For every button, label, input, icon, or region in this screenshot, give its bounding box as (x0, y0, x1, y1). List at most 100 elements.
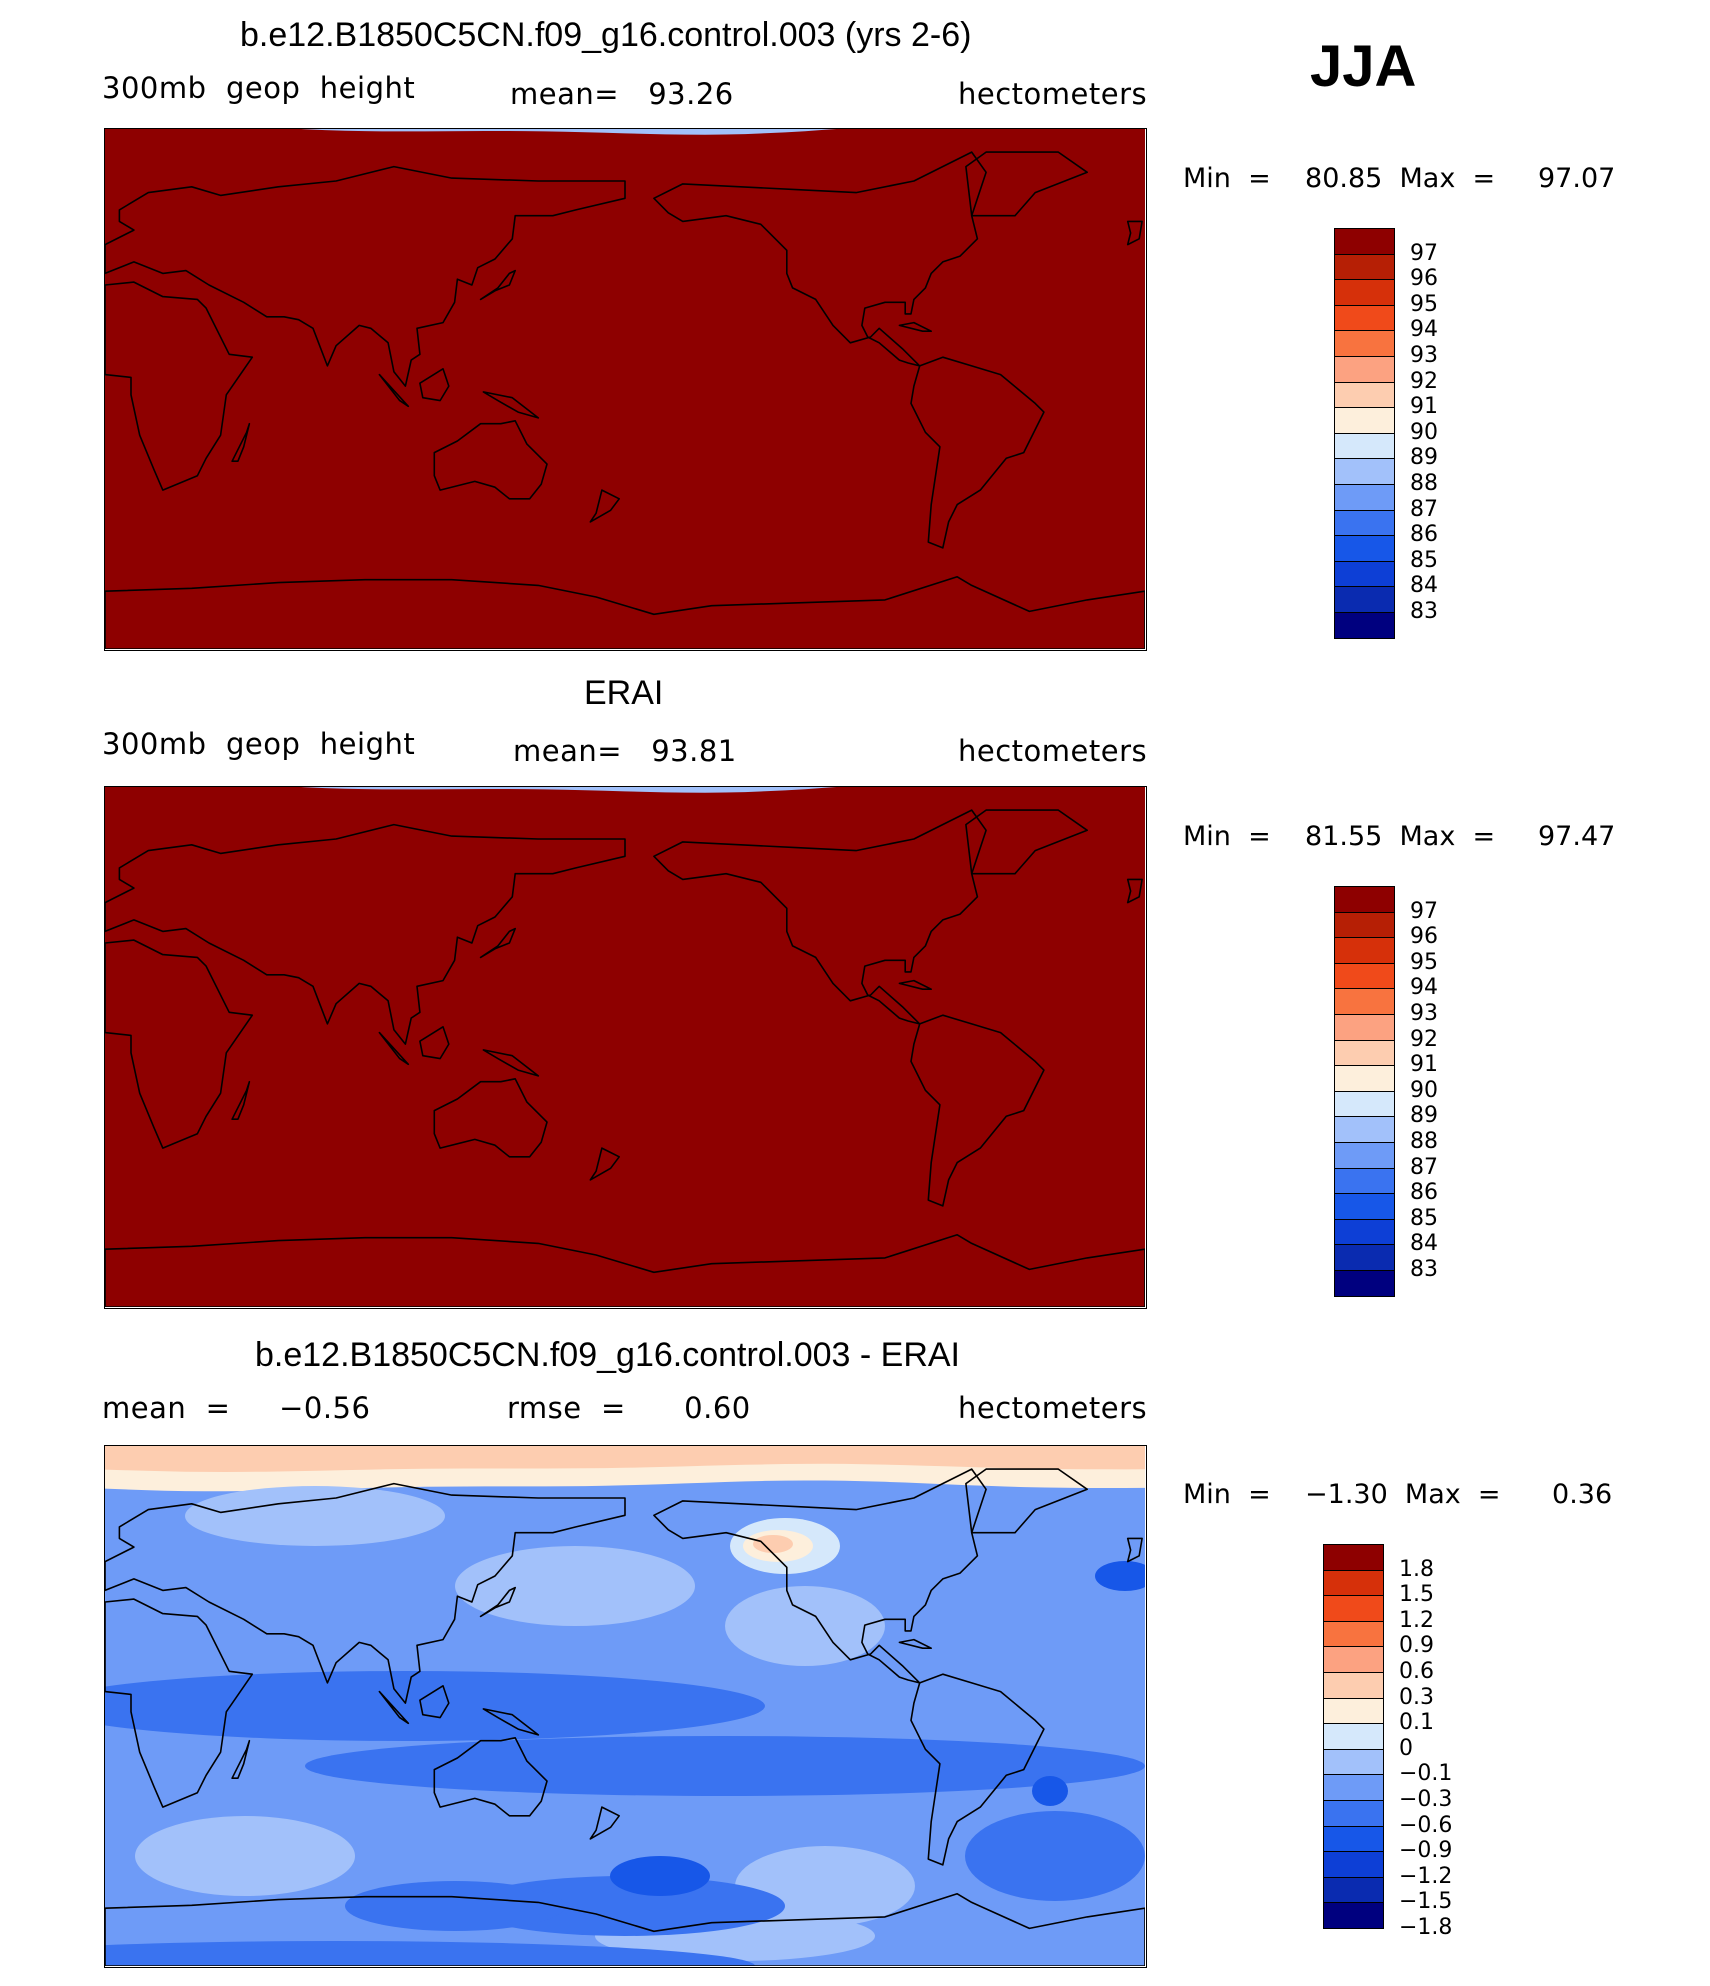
panel-3-coastline (105, 1482, 626, 1704)
colorbar-tick-label: 87 (1410, 1154, 1438, 1180)
panel-3-coastline (433, 1737, 548, 1817)
colorbar-tick-label: 95 (1410, 291, 1438, 317)
colorbar-tick-label: 88 (1410, 471, 1438, 496)
colorbar-tick-label: 1.5 (1399, 1582, 1434, 1608)
panel-3-contour-band (105, 1446, 1145, 1472)
panel-1-coastline (105, 281, 254, 491)
panel-1-coastline (653, 151, 987, 367)
colorbar-swatch (1334, 407, 1395, 435)
colorbar-swatch (1334, 1218, 1395, 1246)
panel-2-map (104, 786, 1147, 1309)
panel-3-negative-anomaly (305, 1736, 1145, 1796)
colorbar-swatch (1323, 1800, 1384, 1828)
colorbar-tick-label: 91 (1410, 1052, 1438, 1078)
panel-2-coastline (479, 927, 516, 959)
panel-3-units-label: hectometers (958, 1391, 1148, 1425)
colorbar-tick-label: 97 (1410, 898, 1438, 924)
panel-2-units-label: hectometers (958, 734, 1148, 768)
colorbar-swatch (1334, 330, 1395, 358)
colorbar-swatch (1334, 988, 1395, 1016)
panel-2-coastline (965, 809, 1088, 875)
colorbar-swatch (1323, 1569, 1384, 1597)
colorbar-swatch (1334, 612, 1395, 640)
colorbar-swatch (1334, 560, 1395, 588)
panel-2-coastline (231, 1080, 251, 1120)
colorbar-swatch (1334, 381, 1395, 409)
colorbar-swatch (1323, 1723, 1384, 1751)
panel-3-strong-negative-anomaly (1095, 1561, 1145, 1591)
colorbar-tick-label: 0.6 (1399, 1659, 1434, 1684)
panel-1-contour-field (105, 129, 1145, 649)
panel-1-coastline (910, 356, 1045, 549)
panel-1-minmax: Min = 80.85 Max = 97.07 (1183, 163, 1616, 194)
colorbar-tick-label: 94 (1410, 975, 1438, 1001)
colorbar-swatch (1323, 1902, 1384, 1930)
colorbar-swatch (1323, 1544, 1384, 1572)
colorbar-tick-label: 89 (1410, 1103, 1438, 1129)
colorbar-swatch (1323, 1672, 1384, 1700)
panel-3-light-anomaly (725, 1586, 885, 1666)
colorbar-swatch (1323, 1697, 1384, 1725)
panel-3-strong-negative-anomaly (610, 1856, 710, 1896)
panel-1-coastline (589, 489, 620, 523)
colorbar-swatch (1334, 1244, 1395, 1272)
colorbar-swatch (1334, 937, 1395, 965)
colorbar-swatch (1334, 1167, 1395, 1195)
panel-1-maximum-region (217, 300, 273, 314)
panel-2-contour-band (105, 787, 1145, 1307)
panel-2-coastline (105, 939, 254, 1149)
colorbar-tick-label: 0.3 (1399, 1684, 1434, 1710)
panel-1-coastline (105, 165, 626, 387)
panel-2-coastline (105, 1234, 1145, 1307)
colorbar-swatch (1334, 1193, 1395, 1221)
colorbar-tick-label: 85 (1410, 1205, 1438, 1231)
colorbar-swatch (1334, 509, 1395, 537)
panel-1-coastline (231, 422, 251, 462)
panel-2-coastline (898, 979, 932, 990)
colorbar-swatch (1323, 1620, 1384, 1648)
colorbar-tick-label: 92 (1410, 368, 1438, 394)
colorbar-swatch (1334, 1014, 1395, 1042)
colorbar-tick-label: 96 (1410, 924, 1438, 950)
panel-3-strong-negative-anomaly (1032, 1776, 1068, 1806)
colorbar-tick-label: 89 (1410, 445, 1438, 471)
colorbar-tick-label: 94 (1410, 317, 1438, 343)
colorbar-swatch (1334, 253, 1395, 281)
panel-1-coastline (105, 576, 1145, 649)
colorbar-swatch (1334, 356, 1395, 384)
panel-3-negative-anomaly (105, 1671, 765, 1741)
panel-2-contour-field (105, 787, 1145, 1307)
colorbar-swatch (1323, 1595, 1384, 1623)
colorbar-swatch (1323, 1748, 1384, 1776)
colorbar-swatch (1334, 1116, 1395, 1144)
colorbar-swatch (1323, 1646, 1384, 1674)
season-label: JJA (1310, 34, 1417, 99)
panel-3-rmse-label: rmse = 0.60 (507, 1391, 751, 1425)
panel-1-mean-label: mean= 93.26 (510, 77, 734, 111)
colorbar-tick-label: 97 (1410, 240, 1438, 266)
colorbar-tick-label: 86 (1410, 1180, 1438, 1206)
panel-2-maximum-region (820, 959, 940, 999)
panel-3-negative-anomaly (465, 1876, 785, 1936)
panel-1-title: b.e12.B1850C5CN.f09_g16.control.003 (yrs… (240, 16, 972, 54)
panel-2-coastline (589, 1147, 620, 1181)
panel-3-coastline (910, 1673, 1045, 1866)
colorbar-swatch (1334, 911, 1395, 939)
colorbar-tick-label: 85 (1410, 547, 1438, 573)
panel-3-coastline (479, 1586, 516, 1618)
panel-3-coastline (419, 1685, 450, 1719)
colorbar-tick-label: −1.2 (1399, 1863, 1453, 1889)
colorbar-swatch (1334, 535, 1395, 563)
panel-3-positive-anomaly (753, 1535, 793, 1553)
colorbar-swatch (1334, 432, 1395, 460)
panel-2-maximum-region (125, 958, 545, 1006)
colorbar-tick-label: 91 (1410, 394, 1438, 420)
panel-3-negative-anomaly (965, 1811, 1145, 1901)
colorbar-tick-label: 0.9 (1399, 1633, 1434, 1659)
panel-2-mean-label: mean= 93.81 (513, 734, 737, 768)
panel-1-coastline (965, 151, 1088, 217)
colorbar-swatch (1334, 1065, 1395, 1093)
colorbar-swatch (1334, 228, 1395, 256)
panel-1-units-label: hectometers (958, 77, 1148, 111)
panel-1-variable-label: 300mb geop height (102, 71, 416, 105)
